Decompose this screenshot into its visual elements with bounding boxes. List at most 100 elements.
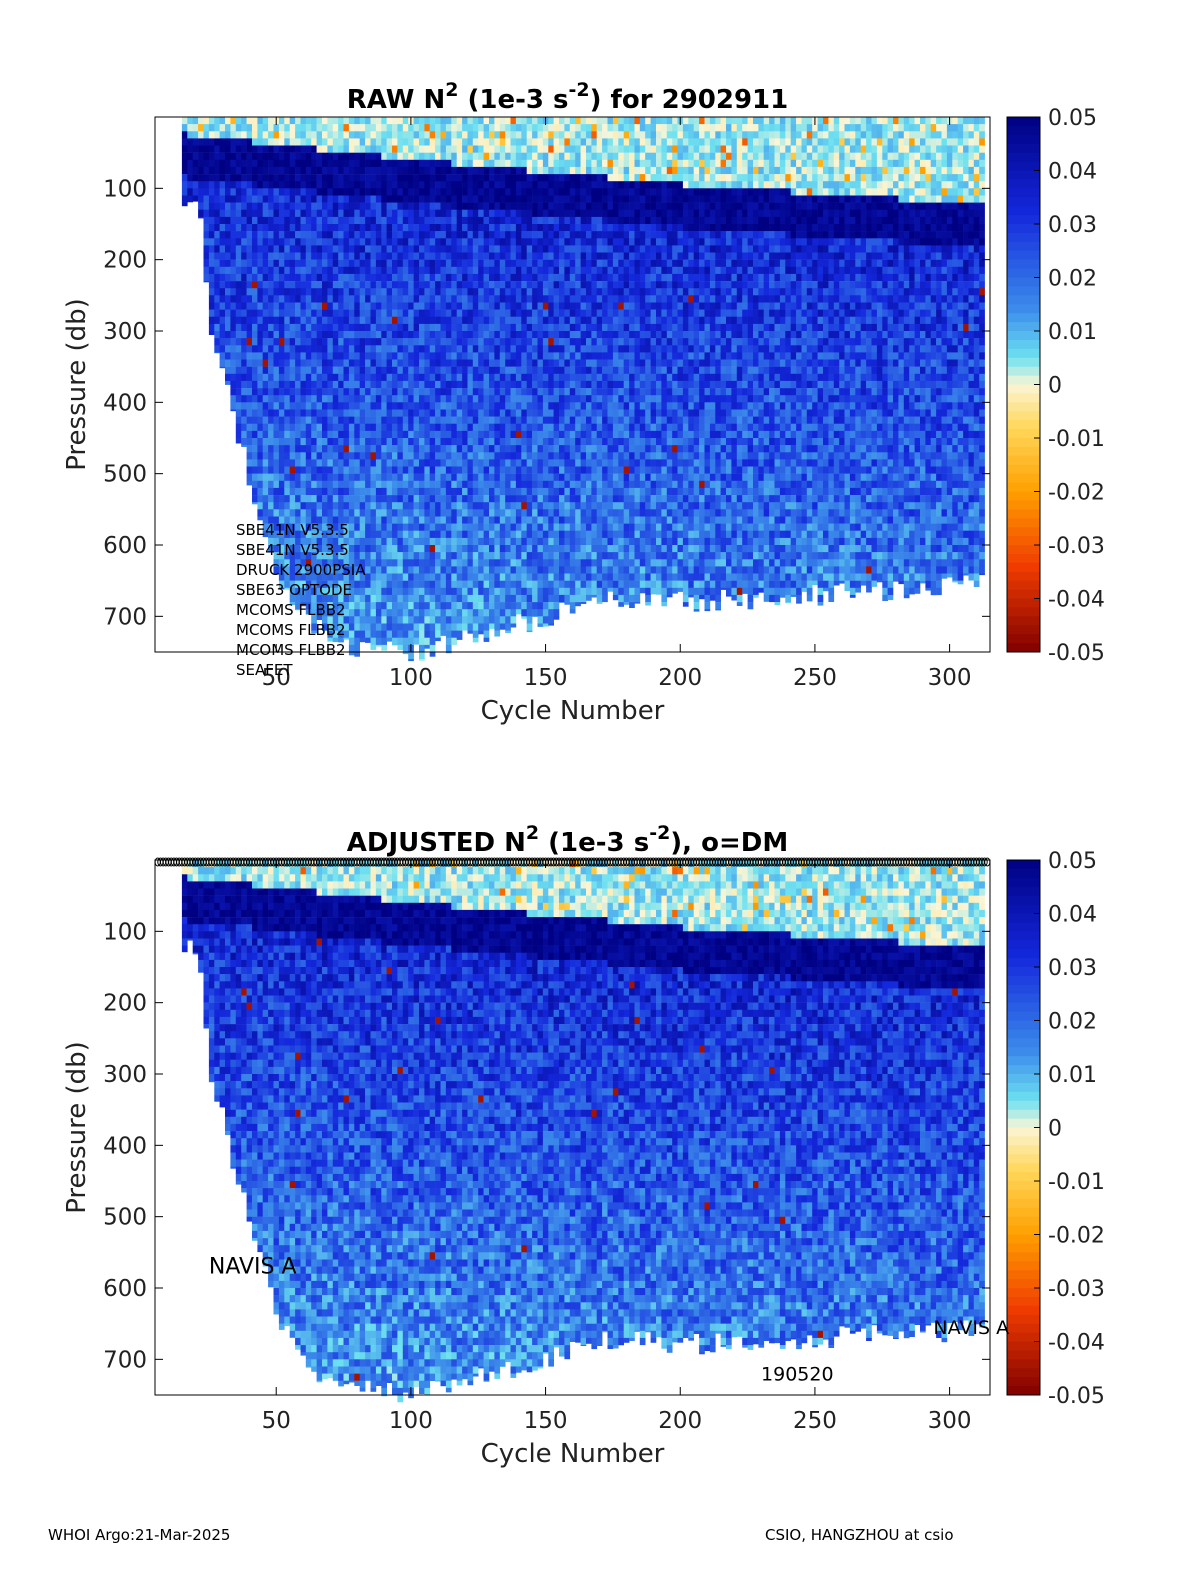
colorbar-tick-label: -0.02 (1048, 1224, 1105, 1249)
colorbar-segment (1007, 411, 1040, 421)
colorbar-segment (1007, 1082, 1040, 1093)
colorbar-segment (1007, 1091, 1040, 1102)
title-base: ADJUSTED N (347, 828, 526, 858)
colorbar-segment (1007, 1127, 1040, 1137)
plot-frame (154, 116, 991, 653)
colorbar-segment (1007, 170, 1040, 180)
colorbar-segment (1007, 179, 1040, 189)
colorbar-segment (1007, 117, 1040, 127)
colorbar-segment (1007, 366, 1040, 377)
sensor-label: DRUCK 2900PSIA (236, 561, 366, 579)
colorbar-segment (1007, 313, 1040, 323)
colorbar-segment (1007, 1377, 1040, 1387)
x-tick-label: 200 (658, 1408, 702, 1434)
colorbar-segment (1007, 1198, 1040, 1209)
y-axis-label: Pressure (db) (62, 1041, 92, 1214)
colorbar-tick-label: -0.03 (1048, 534, 1105, 559)
colorbar-segment (1007, 1145, 1040, 1155)
heatmap (181, 860, 985, 1403)
title-mid: (1e-3 s (539, 828, 649, 858)
footer-left: WHOI Argo:21-Mar-2025 (48, 1526, 230, 1544)
colorbar-tick-label: 0.02 (1048, 1010, 1097, 1035)
colorbar-segment (1007, 188, 1040, 198)
x-tick-label: 150 (524, 1408, 568, 1434)
colorbar-segment (1007, 295, 1040, 305)
colorbar: 0.05 0.04 0.03 0.02 0.01 0 -0.01 -0.02 -0.03 -0.0… (1006, 849, 1105, 1409)
colorbar-segment (1007, 1100, 1040, 1111)
colorbar-segment (1007, 975, 1040, 986)
colorbar-segment (1007, 1341, 1040, 1351)
colorbar-segment (1007, 895, 1040, 906)
colorbar-segment (1007, 1163, 1040, 1173)
colorbar-segment (1007, 1279, 1040, 1289)
title-mid: (1e-3 s (458, 85, 568, 115)
colorbar-segment (1007, 1038, 1040, 1048)
colorbar-tick-label: 0.04 (1048, 903, 1097, 928)
colorbar-segment (1007, 913, 1040, 923)
colorbar-tick-label: -0.01 (1048, 427, 1105, 452)
sensor-label: SEAFET (236, 661, 293, 679)
colorbar-segment (1007, 616, 1040, 626)
colorbar-segment (1007, 224, 1040, 234)
annotation-label: NAVIS A (209, 1255, 297, 1280)
sensor-label: SBE63 OPTODE (236, 581, 352, 599)
colorbar-segment (1007, 420, 1040, 430)
colorbar-segment (1007, 518, 1040, 528)
colorbar-segment (1007, 509, 1040, 519)
colorbar-tick-label: -0.04 (1048, 1331, 1105, 1356)
colorbar-tick-label: 0.01 (1048, 320, 1097, 345)
colorbar-segment (1007, 277, 1040, 287)
y-tick-label: 200 (103, 248, 147, 274)
colorbar-tick-label: 0 (1048, 374, 1062, 399)
chart-panel-2: 50 100 150 200 250 300 100 200 300 400 500 600 700 Cy… (62, 822, 1105, 1469)
plot-frame (154, 859, 991, 1396)
footer-right: CSIO, HANGZHOU at csio (765, 1526, 954, 1544)
colorbar-segment (1007, 197, 1040, 207)
colorbar-segment (1007, 152, 1040, 163)
colorbar-tick-label: -0.04 (1048, 588, 1105, 613)
x-tick-label: 250 (793, 665, 837, 691)
colorbar-segment (1007, 438, 1040, 448)
x-axis-label: Cycle Number (481, 1439, 665, 1469)
colorbar-tick-label: 0.03 (1048, 213, 1097, 238)
colorbar-segment (1007, 286, 1040, 296)
colorbar-segment (1007, 1065, 1040, 1075)
x-tick-label: 100 (389, 665, 433, 691)
colorbar-segment (1007, 375, 1040, 385)
colorbar-segment (1007, 384, 1040, 394)
colorbar-segment (1007, 500, 1040, 510)
x-tick-label: 300 (928, 1408, 972, 1434)
colorbar-segment (1007, 464, 1040, 475)
colorbar-tick-label: 0.03 (1048, 956, 1097, 981)
colorbar-segment (1007, 1305, 1040, 1316)
title-sup1: 2 (445, 79, 458, 101)
x-tick-label: 100 (389, 1408, 433, 1434)
colorbar-segment (1007, 1002, 1040, 1013)
colorbar-segment (1007, 958, 1040, 968)
colorbar-tick-label: -0.02 (1048, 481, 1105, 506)
colorbar-segment (1007, 322, 1040, 332)
colorbar-segment (1007, 304, 1040, 314)
colorbar-segment (1007, 634, 1040, 644)
colorbar-segment (1007, 984, 1040, 995)
colorbar-segment (1007, 357, 1040, 368)
colorbar-segment (1007, 877, 1040, 888)
colorbar-segment (1007, 598, 1040, 608)
dm-markers (154, 857, 991, 867)
y-tick-label: 100 (103, 176, 147, 202)
colorbar-segment (1007, 339, 1040, 350)
colorbar-segment (1007, 1172, 1040, 1182)
colorbar-segment (1007, 527, 1040, 537)
colorbar-segment (1007, 571, 1040, 582)
x-tick-label: 150 (524, 665, 568, 691)
x-tick-label: 250 (793, 1408, 837, 1434)
colorbar-segment (1007, 1368, 1040, 1378)
colorbar-segment (1007, 1154, 1040, 1164)
title-sup2: -2 (569, 79, 590, 101)
colorbar-segment (1007, 446, 1040, 457)
colorbar-segment (1007, 348, 1040, 359)
colorbar-segment (1007, 607, 1040, 617)
colorbar-tick-label: -0.05 (1048, 1384, 1105, 1409)
colorbar-segment (1007, 1020, 1040, 1030)
colorbar-segment (1007, 553, 1040, 564)
